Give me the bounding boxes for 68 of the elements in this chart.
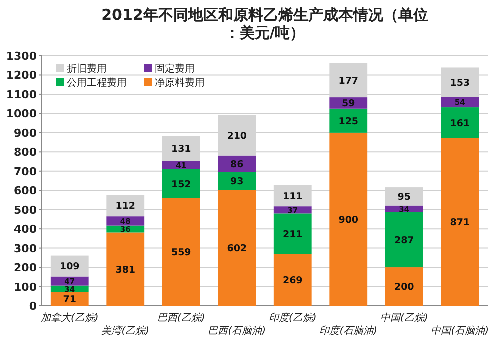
data-label: 381 <box>116 264 136 276</box>
legend-label: 折旧费用 <box>67 63 107 75</box>
bar <box>162 161 200 170</box>
data-label: 109 <box>60 262 80 273</box>
bar <box>274 254 312 306</box>
data-label: 269 <box>282 276 303 287</box>
x-tick-label: 加拿大(乙烷) <box>40 312 99 324</box>
bar <box>218 190 256 306</box>
x-tick-label: 中国(石脑油) <box>431 325 490 337</box>
legend-label: 净原料费用 <box>155 77 205 89</box>
bar <box>385 212 424 268</box>
data-label: 112 <box>116 201 136 212</box>
x-tick-label: 巴西(乙烷) <box>157 312 206 324</box>
data-label: 602 <box>227 244 248 255</box>
x-tick-label: 印度(乙烷) <box>268 312 317 324</box>
legend-label: 公用工程费用 <box>67 77 127 89</box>
y-tick-label: 400 <box>14 223 38 236</box>
y-tick-label: 0 <box>29 300 38 313</box>
data-label: 900 <box>338 214 359 226</box>
y-tick-label: 1100 <box>6 88 38 102</box>
data-label: 71 <box>63 294 76 306</box>
data-label: 95 <box>398 192 411 204</box>
data-label: 177 <box>338 76 359 87</box>
y-tick-label: 1000 <box>6 108 38 121</box>
data-label: 153 <box>450 78 470 89</box>
data-label: 86 <box>230 159 244 170</box>
x-tick-label: 巴西(石脑油) <box>208 325 266 337</box>
y-tick-label: 1200 <box>6 69 38 82</box>
data-label: 287 <box>394 235 414 246</box>
data-label: 871 <box>450 218 470 229</box>
data-label: 59 <box>342 98 356 110</box>
data-label: 125 <box>338 116 359 128</box>
data-label: 210 <box>227 131 248 142</box>
x-tick-label: 印度(石脑油) <box>320 325 378 337</box>
data-label: 200 <box>394 282 415 294</box>
data-label: 111 <box>282 191 303 202</box>
bar <box>162 198 200 306</box>
bar <box>106 232 145 306</box>
y-tick-label: 700 <box>14 165 38 178</box>
bar <box>441 97 480 108</box>
y-tick-label: 100 <box>14 280 38 294</box>
y-tick-label: 1300 <box>6 50 38 63</box>
bar <box>385 268 424 306</box>
bar <box>50 292 89 306</box>
bar <box>330 108 368 133</box>
y-tick-label: 300 <box>14 242 38 256</box>
y-tick-label: 500 <box>14 204 38 217</box>
bar <box>274 214 312 254</box>
bar <box>441 138 480 306</box>
data-label: 131 <box>171 144 192 156</box>
bar <box>330 132 368 306</box>
y-tick-label: 200 <box>14 262 38 275</box>
y-tick-label: 800 <box>14 146 38 160</box>
y-tick-label: 600 <box>14 184 38 198</box>
bar <box>162 169 200 198</box>
bar <box>441 108 480 138</box>
bar <box>106 216 145 226</box>
data-label: 211 <box>282 229 303 240</box>
data-label: 161 <box>450 118 470 130</box>
x-tick-label: 中国(乙烷) <box>380 312 428 324</box>
x-tick-label: 美湾(乙烷) <box>102 325 150 337</box>
bar <box>50 276 89 286</box>
title: 2012年不同地区和原料乙烯生产成本情况（单位：美元/吨） <box>102 6 428 42</box>
legend-label: 固定费用 <box>155 63 195 75</box>
data-label: 559 <box>171 248 192 259</box>
data-label: 93 <box>230 176 244 188</box>
y-tick-label: 900 <box>14 126 38 140</box>
data-label: 152 <box>171 179 192 190</box>
